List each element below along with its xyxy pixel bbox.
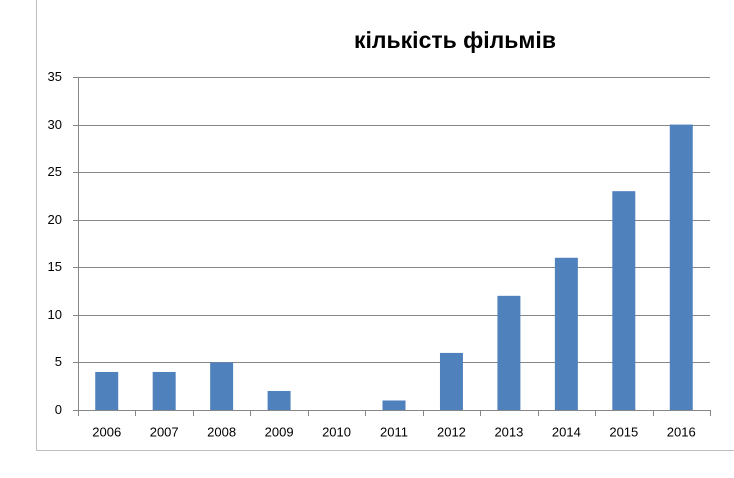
x-tick-label: 2010 <box>322 424 351 439</box>
y-tick-label: 15 <box>48 259 62 274</box>
bar <box>439 352 463 410</box>
y-tick-label: 35 <box>48 69 62 84</box>
x-tick-label: 2009 <box>265 424 294 439</box>
bar <box>152 371 176 410</box>
y-tick-label: 25 <box>48 164 62 179</box>
y-tick-label: 30 <box>48 117 62 132</box>
chart-title: кількість фільмів <box>354 27 556 53</box>
x-tick-label: 2011 <box>380 424 408 439</box>
x-tick-label: 2012 <box>437 424 466 439</box>
bar <box>95 371 119 410</box>
x-tick-label: 2013 <box>494 424 523 439</box>
x-tick-label: 2016 <box>667 424 696 439</box>
bar <box>612 191 636 410</box>
bar <box>382 400 406 410</box>
x-tick-label: 2007 <box>150 424 179 439</box>
y-tick-label: 0 <box>55 402 62 417</box>
y-tick-label: 5 <box>55 354 62 369</box>
bar <box>669 124 693 411</box>
x-tick-label: 2014 <box>552 424 581 439</box>
x-tick-label: 2015 <box>609 424 638 439</box>
bar <box>210 362 234 410</box>
bar <box>267 390 291 410</box>
x-tick-label: 2006 <box>92 424 121 439</box>
y-tick-label: 20 <box>48 212 62 227</box>
bar <box>497 295 521 410</box>
bar <box>554 257 578 410</box>
y-tick-label: 10 <box>48 307 62 322</box>
x-tick-label: 2008 <box>207 424 236 439</box>
